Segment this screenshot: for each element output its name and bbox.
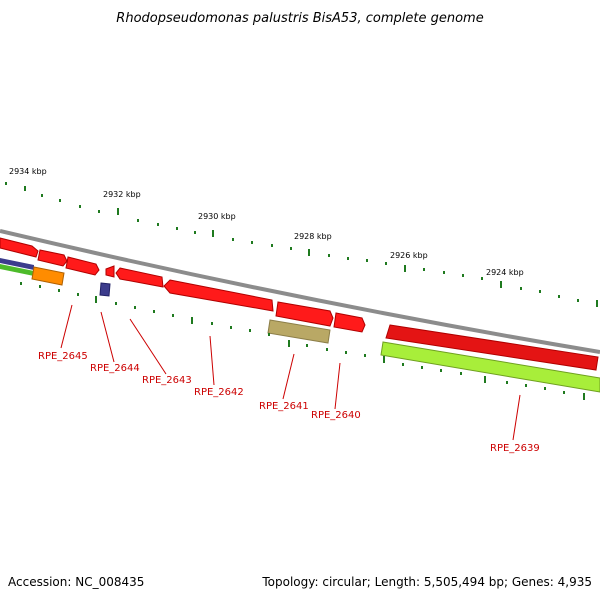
gene-rpe-2640-feature[interactable] <box>333 312 366 333</box>
gene-rpe-2642-feature[interactable] <box>163 279 274 312</box>
genome-summary-text: Topology: circular; Length: 5,505,494 bp… <box>261 575 592 589</box>
gene-rpe-2644-purple-feature[interactable] <box>99 282 111 297</box>
kbp-label: 2932 kbp <box>103 190 141 199</box>
gene-rpe-2641-feature[interactable] <box>267 319 331 344</box>
genome-backbone <box>0 229 600 354</box>
gene-rpe-2643-feature[interactable] <box>115 267 164 288</box>
kbp-label: 2930 kbp <box>198 212 236 221</box>
gene-rpe-2639-feature[interactable] <box>385 324 599 371</box>
kbp-major-tick <box>212 230 214 237</box>
gene-row-main <box>0 237 366 333</box>
gene-label: RPE_2641 <box>259 401 309 412</box>
gene-lime-feature[interactable] <box>380 341 600 393</box>
kbp-major-tick <box>117 208 119 215</box>
gene-green-feature[interactable] <box>0 264 34 276</box>
gene-purple-feature[interactable] <box>0 258 34 270</box>
gene-row-left <box>0 258 111 297</box>
gene-orange-feature[interactable] <box>31 266 65 286</box>
kbp-scale: 2934 kbp 2932 kbp 2930 kbp 2928 kbp 2926… <box>5 167 598 307</box>
forward-strand <box>385 324 599 371</box>
gene-label: RPE_2640 <box>311 410 361 421</box>
gene-label: RPE_2643 <box>142 375 192 386</box>
kbp-major-tick <box>308 249 310 256</box>
inner-tick-row <box>20 282 585 400</box>
gene-row-lower <box>267 319 600 393</box>
kbp-major-tick <box>24 186 26 191</box>
gene-leader-lines <box>60 304 521 441</box>
kbp-major-tick <box>404 265 406 272</box>
gene-red-feature[interactable] <box>37 249 68 267</box>
kbp-label: 2928 kbp <box>294 232 332 241</box>
gene-red-feature[interactable] <box>275 301 334 327</box>
gene-red-feature[interactable] <box>0 237 39 258</box>
gene-label: RPE_2645 <box>38 351 88 362</box>
map-title: Rhodopseudomonas palustris BisA53, compl… <box>116 11 483 26</box>
accession-text: Accession: NC_008435 <box>8 575 144 589</box>
kbp-label: 2926 kbp <box>390 251 428 260</box>
kbp-major-tick <box>500 281 502 288</box>
gene-label: RPE_2644 <box>90 363 140 374</box>
kbp-label: 2924 kbp <box>486 268 524 277</box>
gene-red-feature[interactable] <box>65 256 100 276</box>
gene-label: RPE_2642 <box>194 387 244 398</box>
gene-label: RPE_2639 <box>490 443 540 454</box>
gene-rpe-2644-feature[interactable] <box>105 265 115 278</box>
kbp-label: 2934 kbp <box>9 167 47 176</box>
